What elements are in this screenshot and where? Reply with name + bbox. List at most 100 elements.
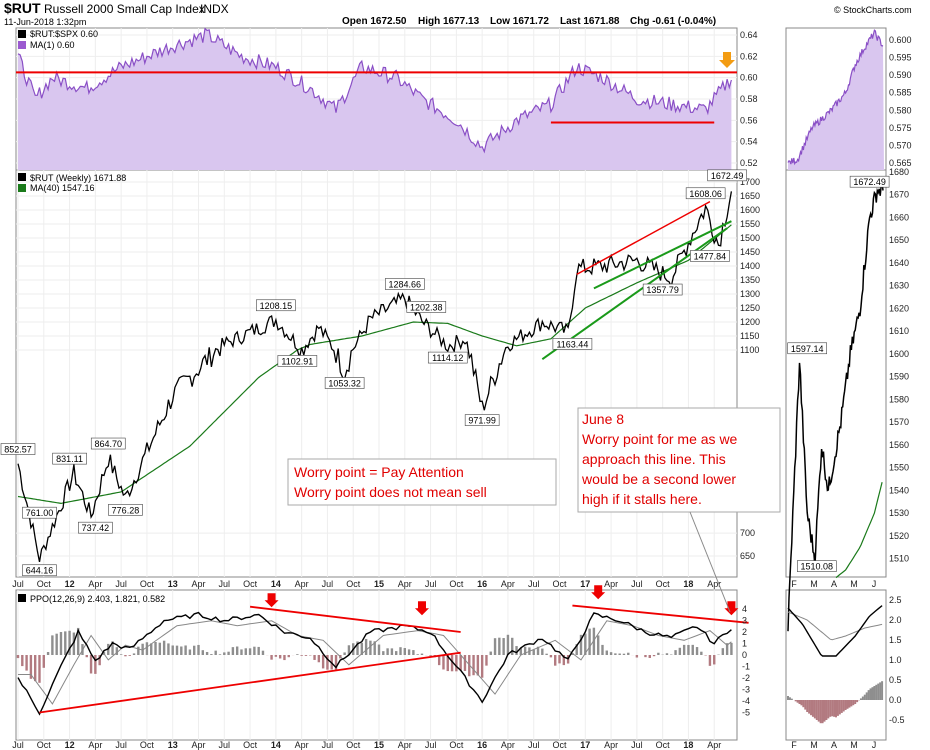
note2-line4: would be a second lower: [581, 471, 736, 487]
x-tick-label-bottom: Jul: [322, 740, 334, 750]
zoom-ratio-y-tick: 0.595: [889, 53, 912, 63]
price-y-tick: 1200: [740, 317, 760, 327]
ppo-histogram-bar: [416, 654, 419, 655]
ppo-histogram-bar: [657, 652, 660, 655]
ppo-histogram-bar: [21, 655, 24, 667]
ppo-histogram-bar: [618, 653, 621, 655]
ppo-histogram-bar: [399, 647, 402, 655]
ppo-histogram-bar: [713, 655, 716, 665]
price-panel-frame: [15, 169, 738, 578]
ppo-histogram-bar: [248, 648, 252, 655]
ppo-histogram-bar: [321, 655, 325, 669]
ppo-histogram-bar: [446, 655, 449, 672]
zoom-ppo-y-tick: -0.5: [889, 715, 905, 725]
zoom-histogram-bar: [850, 700, 853, 707]
ppo-histogram-bar: [317, 655, 321, 663]
ppo-histogram-bar: [652, 655, 656, 657]
ppo-histogram-bar: [257, 646, 260, 655]
ppo-histogram-bar: [700, 651, 703, 655]
zoom-price-y-tick: 1550: [889, 463, 909, 473]
zoom-histogram-bar: [798, 700, 801, 704]
ma40-swatch: [18, 184, 26, 192]
zoom-histogram-bar: [810, 700, 813, 716]
ratio-y-tick: 0.60: [740, 73, 758, 83]
x-tick-label-bottom: Jul: [425, 740, 437, 750]
ppo-histogram-bar: [442, 655, 445, 670]
red-arrow-icon: [591, 585, 606, 600]
annotation-box: [0, 443, 36, 455]
zoom-price-y-tick: 1560: [889, 440, 909, 450]
zoom-price-y-tick: 1680: [889, 167, 909, 177]
price-y-tick: 1100: [740, 345, 759, 355]
ppo-histogram-bar: [485, 655, 488, 666]
x-tick-label: 12: [65, 579, 75, 589]
ppo-histogram-bar: [360, 642, 364, 655]
x-tick-label-bottom: Apr: [191, 740, 205, 750]
ratio-y-tick: 0.52: [740, 158, 758, 168]
x-tick-label-bottom: Oct: [553, 740, 568, 750]
ppo-histogram-bar: [313, 655, 316, 660]
annotation-label: 1357.79: [646, 285, 679, 295]
zoom-ppo-y-tick: 1.0: [889, 655, 902, 665]
ppo-histogram-bar: [188, 649, 192, 655]
zoom-histogram-bar: [875, 684, 878, 700]
ppo-histogram-bar: [730, 642, 733, 655]
symbol-title: $RUT: [4, 0, 41, 16]
price-y-tick: 1700: [740, 177, 760, 187]
ppo-histogram-bar: [584, 633, 587, 655]
x-tick-label: Apr: [501, 579, 515, 589]
watermark: © StockCharts.com: [834, 5, 912, 15]
zoom-ppo-y-tick: 2.5: [889, 595, 902, 605]
ppo-histogram-bar: [665, 653, 669, 655]
zoom-histogram-bar: [865, 692, 868, 700]
x-tick-label-bottom: Apr: [398, 740, 412, 750]
note2-line5: high if it stalls here.: [582, 491, 702, 507]
zoom-histogram-bar: [800, 700, 803, 706]
zoom-annotation-label: 1597.14: [791, 344, 824, 354]
annotation-label: 1672.49: [711, 171, 744, 181]
ppo-histogram-bar: [296, 654, 299, 655]
zoom-ppo-y-tick: 0.0: [889, 695, 902, 705]
annotation-label: 1202.38: [410, 302, 443, 312]
orange-arrow-icon: [719, 52, 735, 68]
ratio-area: [18, 28, 732, 171]
ppo-histogram-bar: [725, 643, 729, 655]
x-tick-label-bottom: Apr: [604, 740, 618, 750]
ppo-histogram-bar: [235, 646, 239, 655]
zoom-ratio-line: [787, 29, 884, 166]
zoom-price-y-tick: 1570: [889, 417, 909, 427]
ppo-histogram-bar: [450, 655, 454, 672]
x-tick-label-bottom: 17: [580, 740, 590, 750]
red-arrow-icon: [724, 601, 739, 616]
red-arrow-icon: [414, 601, 429, 616]
ppo-histogram-bar: [562, 655, 566, 666]
ppo-histogram-bar: [278, 655, 282, 659]
x-tick-label: Jul: [12, 579, 24, 589]
x-tick-label: Jul: [528, 579, 540, 589]
zoom-price-y-tick: 1660: [889, 212, 909, 222]
ppo-histogram-bar: [511, 637, 514, 655]
ppo-histogram-bar: [158, 642, 162, 655]
index-name: Russell 2000 Small Cap Index: [44, 2, 205, 16]
x-tick-label: 15: [374, 579, 384, 589]
annotation-box: [690, 250, 730, 262]
note-box-2: [577, 407, 781, 513]
zoom-histogram-bar: [844, 700, 847, 710]
ppo-histogram-bar: [347, 645, 351, 655]
annotation-label: 761.00: [26, 508, 54, 518]
price-y-tick: 1300: [740, 289, 760, 299]
ppo-label: PPO(12,26,9) 2.403, 1.821, 0.582: [30, 594, 165, 604]
note1-line2: Worry point does not mean sell: [294, 484, 487, 500]
ppo-histogram-bar: [72, 632, 76, 655]
zoom-price-y-tick: 1650: [889, 235, 909, 245]
x-tick-label-bottom: Apr: [501, 740, 515, 750]
zoom-histogram-bar: [804, 700, 807, 710]
x-tick-label: Jul: [115, 579, 127, 589]
ppo-histogram-bar: [171, 645, 174, 655]
ppo-histogram-bar: [373, 641, 376, 655]
zoom-series: [787, 29, 884, 724]
ppo-histogram-bar: [89, 655, 93, 674]
zoom-histogram-bar: [825, 700, 828, 720]
ppo-histogram-bar: [541, 648, 544, 655]
ppo-histogram-bar: [437, 655, 441, 666]
